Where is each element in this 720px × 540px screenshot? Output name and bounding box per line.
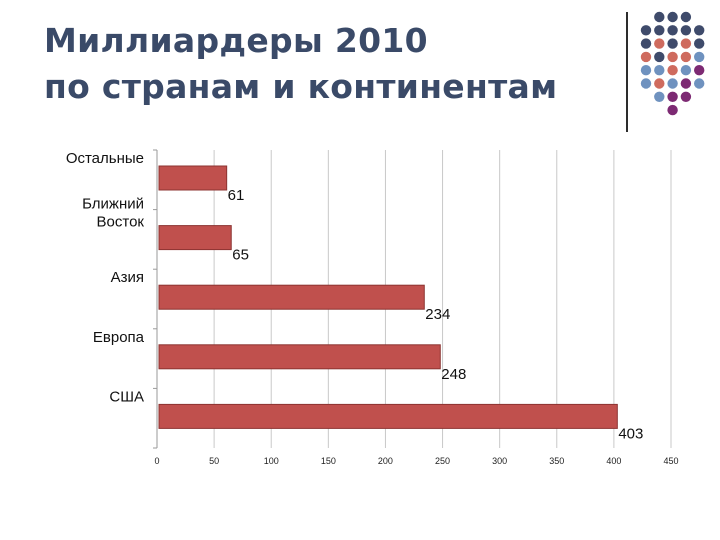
decorative-dot (694, 65, 705, 76)
decorative-dot (694, 51, 705, 63)
bar (158, 284, 425, 310)
x-tick-label: 400 (606, 456, 621, 466)
x-tick-label: 450 (663, 456, 678, 466)
category-label: Азия (111, 269, 144, 286)
decorative-dot (694, 38, 705, 49)
decorative-dot (694, 78, 705, 89)
decorative-dot (667, 25, 678, 36)
x-tick-label: 350 (549, 456, 564, 466)
title-line-2: по странам и континентам (44, 67, 558, 106)
title-divider (626, 12, 628, 132)
decorative-dot (680, 51, 692, 63)
data-label: 248 (441, 366, 466, 383)
bar (158, 225, 232, 251)
decorative-dot (680, 25, 692, 36)
data-label: 234 (425, 306, 450, 323)
x-tick-label: 50 (209, 456, 219, 466)
decorative-dot (640, 65, 652, 76)
bar (158, 403, 618, 429)
category-label: Ближний Восток (82, 196, 144, 231)
decorative-dot (694, 25, 705, 36)
decorative-dot (680, 65, 692, 76)
decorative-dot (654, 51, 665, 63)
decorative-dot (654, 25, 665, 36)
x-tick-label: 250 (435, 456, 450, 466)
decorative-dot (680, 78, 692, 89)
x-tick-label: 150 (321, 456, 336, 466)
category-label: США (109, 388, 144, 405)
decorative-dot (667, 65, 678, 76)
decorative-dot (640, 78, 652, 89)
decorative-dot (667, 104, 678, 116)
x-tick-label: 300 (492, 456, 507, 466)
decorative-dot (640, 25, 652, 36)
bar (158, 344, 441, 370)
x-tick-label: 200 (378, 456, 393, 466)
decorative-dot (654, 91, 665, 103)
data-label: 61 (228, 187, 245, 204)
category-label: Остальные (66, 150, 144, 167)
decorative-dot (640, 38, 652, 49)
decorative-dot (667, 11, 678, 23)
decorative-dot (680, 38, 692, 49)
bar (158, 165, 228, 191)
decorative-dot (654, 78, 665, 89)
decorative-dot (680, 11, 692, 23)
decorative-dot (667, 78, 678, 89)
decorative-dot (654, 11, 665, 23)
category-label: Европа (93, 329, 145, 346)
decorative-dot (680, 91, 692, 103)
decorative-dot (654, 65, 665, 76)
x-tick-label: 0 (154, 456, 159, 466)
decorative-dot (667, 91, 678, 103)
decorative-dot (654, 38, 665, 49)
title-line-1: Миллиардеры 2010 (44, 21, 428, 60)
data-label: 65 (232, 247, 249, 264)
decorative-dot (667, 38, 678, 49)
x-tick-label: 100 (264, 456, 279, 466)
decorative-dot-grid (640, 11, 705, 116)
decorative-dot (667, 51, 678, 63)
decorative-dot (640, 51, 652, 63)
slide-title: Миллиардеры 2010 по странам и континента… (44, 18, 614, 110)
data-label: 403 (618, 425, 643, 442)
